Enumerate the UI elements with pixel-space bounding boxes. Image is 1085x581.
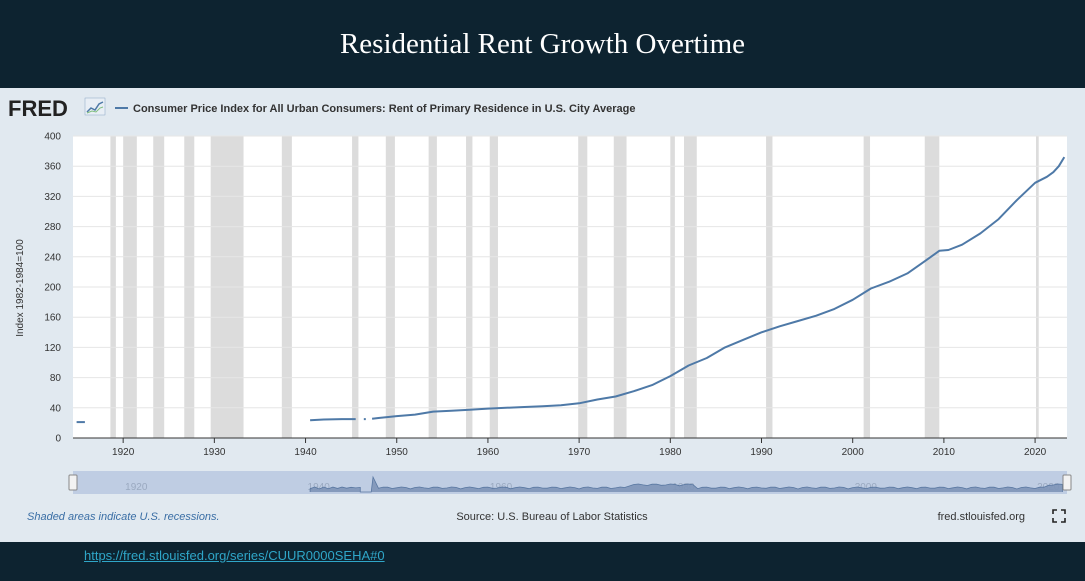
series-line[interactable] bbox=[76, 156, 1066, 424]
x-tick-label: 1960 bbox=[477, 447, 500, 458]
y-axis-label: Index 1982-1984=100 bbox=[15, 239, 26, 337]
source-url-link[interactable]: https://fred.stlouisfed.org/series/CUUR0… bbox=[84, 548, 385, 563]
range-navigator[interactable]: 192019401960198020002020 bbox=[68, 471, 1072, 494]
x-tick-label: 1950 bbox=[386, 447, 409, 458]
y-tick-label: 360 bbox=[44, 162, 61, 173]
x-tick-label: 1970 bbox=[568, 447, 591, 458]
y-tick-label: 80 bbox=[50, 373, 62, 384]
x-tick-label: 1980 bbox=[659, 447, 682, 458]
site-link[interactable]: fred.stlouisfed.org bbox=[938, 511, 1025, 523]
x-tick-label: 1940 bbox=[294, 447, 317, 458]
navigator-handle-right[interactable] bbox=[1062, 474, 1072, 491]
x-tick-label: 2020 bbox=[1024, 447, 1047, 458]
series-segment[interactable] bbox=[371, 156, 1066, 420]
x-tick-label: 1990 bbox=[750, 447, 773, 458]
x-ticks: 1920 1930 1940 1950 1960 1970 1980 1990 2000 2010… bbox=[112, 438, 1047, 458]
y-tick-label: 240 bbox=[44, 252, 61, 263]
y-tick-label: 40 bbox=[50, 403, 62, 414]
y-tick-label: 160 bbox=[44, 313, 61, 324]
x-tick-label: 1920 bbox=[112, 447, 135, 458]
navigator-label: 1940 bbox=[308, 482, 331, 493]
y-tick-label: 400 bbox=[44, 132, 61, 143]
fred-chart-panel: FRED Consumer Price Index for All Urban … bbox=[0, 88, 1085, 542]
grid-lines bbox=[73, 135, 1067, 409]
line-graph-icon bbox=[84, 97, 106, 116]
y-tick-label: 320 bbox=[44, 192, 61, 203]
x-tick-label: 2000 bbox=[842, 447, 865, 458]
y-tick-label: 280 bbox=[44, 222, 61, 233]
slide-title: Residential Rent Growth Overtime bbox=[339, 28, 746, 60]
navigator-series bbox=[309, 475, 1063, 493]
y-tick-label: 0 bbox=[55, 434, 61, 445]
navigator-label: 1920 bbox=[125, 482, 148, 493]
fred-logo[interactable]: FRED bbox=[8, 96, 68, 121]
recessions-note: Shaded areas indicate U.S. recessions. bbox=[27, 511, 220, 523]
navigator-label: 2000 bbox=[855, 482, 878, 493]
x-tick-label: 1930 bbox=[203, 447, 226, 458]
chart-svg: FRED Consumer Price Index for All Urban … bbox=[8, 96, 1072, 523]
fullscreen-icon[interactable] bbox=[1052, 509, 1066, 523]
y-tick-label: 120 bbox=[44, 343, 61, 354]
legend-label[interactable]: Consumer Price Index for All Urban Consu… bbox=[133, 103, 635, 115]
source-note: Source: U.S. Bureau of Labor Statistics bbox=[456, 511, 648, 523]
y-ticks: 0 40 80 120 160 200 240 280 320 360 400 bbox=[44, 132, 61, 445]
series-segment[interactable] bbox=[310, 418, 356, 422]
y-tick-label: 200 bbox=[44, 283, 61, 294]
x-tick-label: 2010 bbox=[933, 447, 956, 458]
navigator-handle-left[interactable] bbox=[68, 474, 78, 491]
